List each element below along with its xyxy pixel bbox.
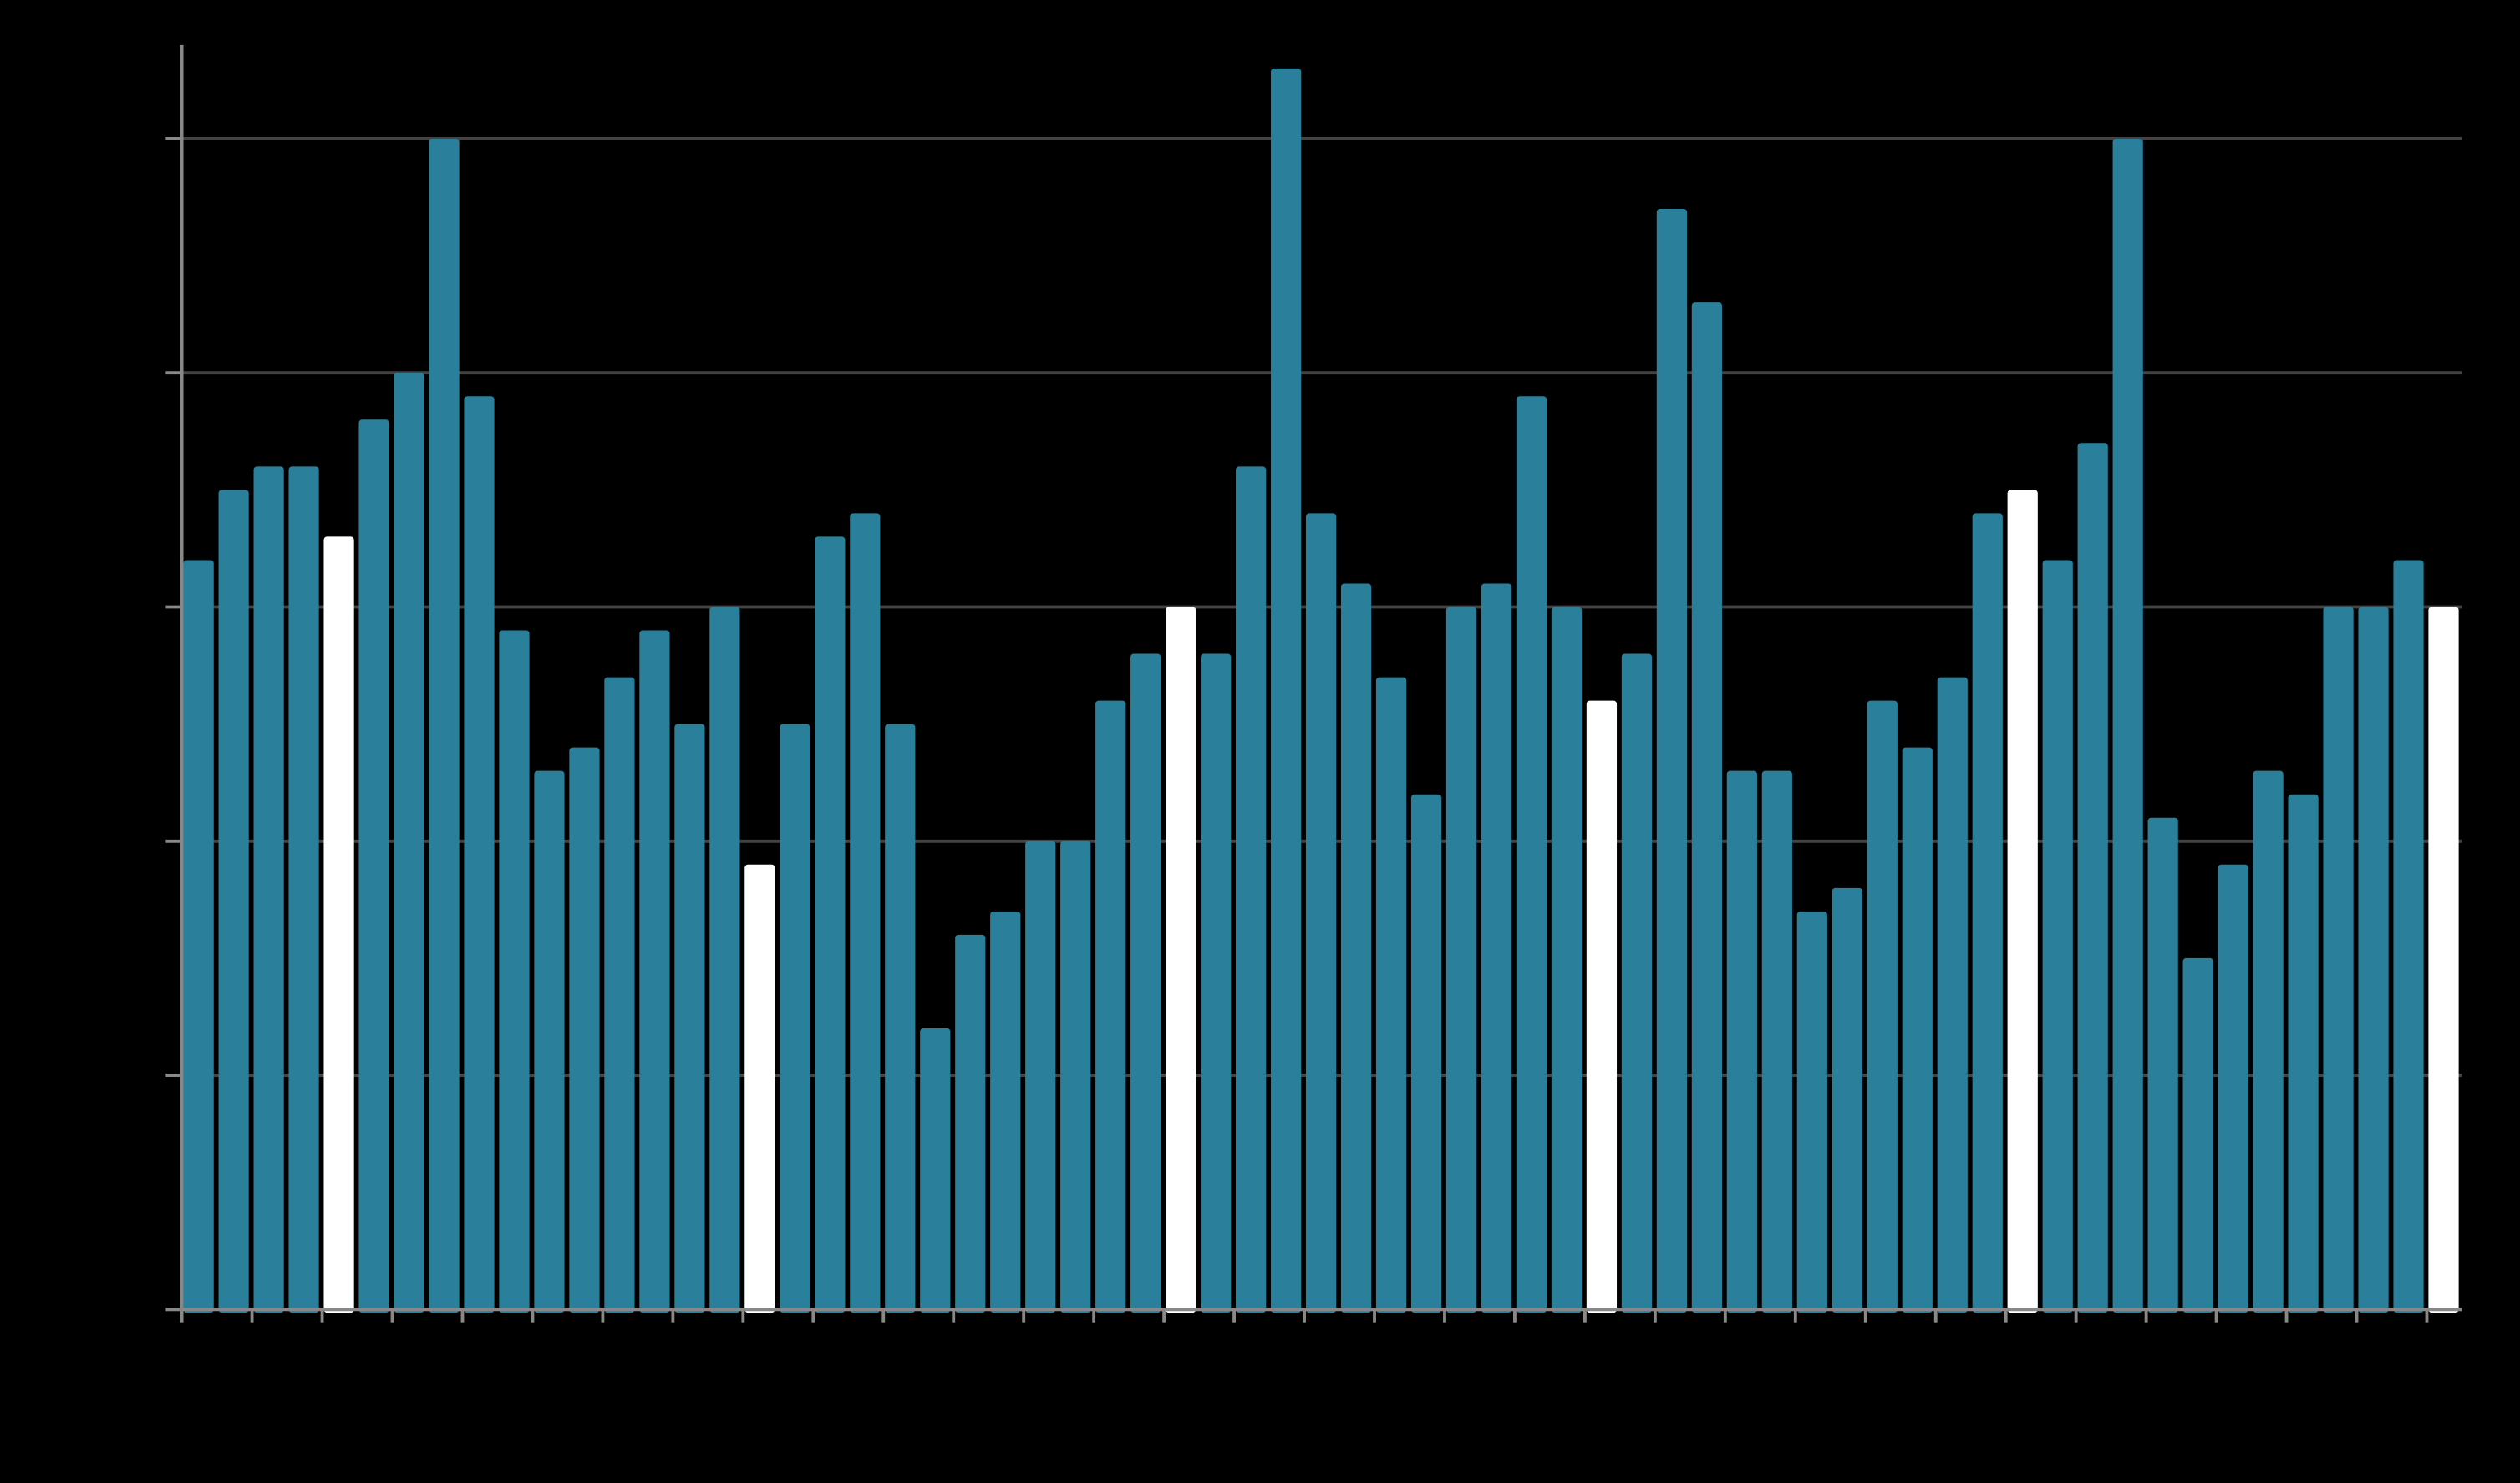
bar: [358, 419, 389, 1313]
bar: [920, 1028, 951, 1313]
bar: [2218, 864, 2248, 1313]
bar: [183, 560, 214, 1313]
bar: [2007, 490, 2038, 1313]
bar: [1551, 607, 1583, 1313]
bar: [253, 466, 284, 1313]
bar: [2077, 443, 2108, 1313]
bar: [744, 864, 775, 1313]
bar: [674, 724, 705, 1313]
bar: [464, 396, 495, 1313]
bar: [1586, 700, 1618, 1313]
bar: [850, 513, 881, 1313]
bar: [604, 677, 635, 1313]
bar: [815, 536, 846, 1313]
bar: [218, 490, 249, 1313]
bar: [1656, 209, 1688, 1313]
bar: [2253, 770, 2284, 1313]
bar: [1270, 68, 1302, 1313]
bar: [1481, 583, 1512, 1313]
bar: [1832, 887, 1862, 1313]
bar: [1375, 677, 1407, 1313]
bar: [1025, 841, 1056, 1313]
bar: [2358, 607, 2389, 1313]
bar: [2288, 794, 2319, 1313]
bar: [1902, 747, 1933, 1313]
bar: [429, 138, 460, 1313]
bar: [639, 630, 670, 1313]
bar: [885, 724, 916, 1313]
bar: [1516, 396, 1547, 1313]
bar: [2323, 607, 2354, 1313]
bar: [1726, 770, 1757, 1313]
bar: [2112, 138, 2143, 1313]
bar: [1201, 653, 1232, 1313]
bar: [1937, 677, 1968, 1313]
bar: [709, 607, 740, 1313]
bar: [1691, 302, 1722, 1313]
bar: [2393, 560, 2424, 1313]
bar: [323, 536, 354, 1313]
bar: [2147, 817, 2178, 1313]
bar: [2042, 560, 2073, 1313]
bar: [288, 466, 319, 1313]
bar: [394, 373, 424, 1313]
bar: [569, 747, 600, 1313]
bar: [1305, 513, 1337, 1313]
bar: [2182, 957, 2213, 1313]
bar: [1060, 841, 1091, 1313]
bar: [499, 630, 530, 1313]
bar: [990, 911, 1021, 1313]
bar: [1867, 700, 1898, 1313]
bar: [1410, 794, 1442, 1313]
bar: [1796, 911, 1827, 1313]
bar: [534, 770, 565, 1313]
bar: [955, 934, 986, 1313]
bar: [2428, 607, 2459, 1313]
bar: [1972, 513, 2003, 1313]
bar: [1166, 607, 1196, 1313]
bar: [1621, 653, 1653, 1313]
bar: [1095, 700, 1126, 1313]
bar: [1340, 583, 1372, 1313]
bar: [1445, 607, 1477, 1313]
bar: [1761, 770, 1792, 1313]
bar: [1130, 653, 1161, 1313]
bar: [1236, 466, 1267, 1313]
bar: [780, 724, 810, 1313]
